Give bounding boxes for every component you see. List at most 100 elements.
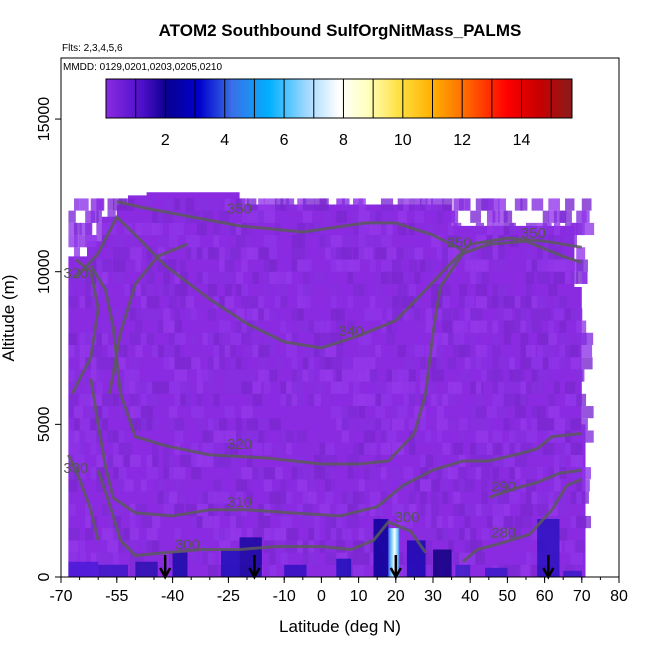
field-cell bbox=[464, 357, 475, 370]
field-cell bbox=[174, 393, 182, 407]
field-cell bbox=[369, 467, 377, 480]
field-cell bbox=[419, 418, 427, 431]
field-cell bbox=[101, 320, 114, 333]
field-cell bbox=[380, 393, 392, 407]
field-cell bbox=[464, 528, 473, 541]
field-cell bbox=[85, 222, 93, 236]
field-cell bbox=[124, 283, 132, 297]
field-cell bbox=[537, 479, 549, 492]
field-cell bbox=[118, 381, 129, 394]
field-cell bbox=[230, 467, 242, 480]
field-cell bbox=[90, 271, 101, 284]
field-cell bbox=[336, 344, 343, 358]
field-cell bbox=[286, 430, 295, 443]
field-cell bbox=[375, 235, 384, 248]
field-cell bbox=[68, 393, 79, 407]
field-cell bbox=[235, 491, 244, 504]
field-cell bbox=[319, 442, 328, 455]
field-cell bbox=[140, 515, 153, 529]
field-cell bbox=[319, 198, 329, 211]
field-cell bbox=[68, 479, 78, 492]
field-cell bbox=[247, 418, 258, 431]
field-cell bbox=[553, 369, 565, 382]
field-cell bbox=[330, 308, 340, 321]
field-cell bbox=[74, 369, 86, 382]
field-cell bbox=[492, 357, 501, 370]
field-cell bbox=[152, 442, 159, 455]
field-cell bbox=[297, 503, 305, 516]
field-cell bbox=[475, 442, 488, 455]
field-cell bbox=[146, 467, 159, 480]
contour-line bbox=[107, 242, 189, 395]
field-cell bbox=[503, 418, 515, 431]
field-cell bbox=[129, 503, 139, 516]
field-cell bbox=[325, 491, 334, 504]
field-cell bbox=[101, 357, 115, 370]
field-cell bbox=[241, 467, 253, 480]
field-cell bbox=[113, 259, 126, 272]
field-cell bbox=[425, 198, 433, 211]
field-cell bbox=[213, 259, 223, 272]
field-cell bbox=[553, 222, 561, 236]
field-cell bbox=[286, 393, 294, 407]
field-cell bbox=[408, 491, 416, 504]
field-cell bbox=[180, 296, 190, 309]
field-cell bbox=[520, 198, 528, 211]
field-cell bbox=[470, 418, 482, 431]
field-cell bbox=[297, 235, 306, 248]
field-cell bbox=[196, 393, 208, 407]
field-cell bbox=[403, 467, 413, 480]
field-cell bbox=[129, 564, 138, 577]
field-cell bbox=[196, 369, 203, 382]
field-cell bbox=[235, 418, 243, 431]
field-cell bbox=[509, 528, 521, 541]
field-cell bbox=[258, 491, 268, 504]
field-cell bbox=[140, 430, 153, 443]
field-cell bbox=[503, 515, 514, 529]
field-cell bbox=[503, 503, 511, 516]
field-cell bbox=[291, 357, 302, 370]
field-cell bbox=[548, 283, 558, 297]
field-cell bbox=[274, 198, 284, 211]
field-cell bbox=[113, 515, 122, 529]
field-cell bbox=[475, 259, 486, 272]
field-cell bbox=[258, 515, 271, 529]
field-cell bbox=[196, 283, 205, 297]
field-cell bbox=[380, 235, 392, 248]
field-cell bbox=[168, 235, 178, 248]
field-cell bbox=[419, 369, 430, 382]
field-cell bbox=[431, 393, 440, 407]
field-cell bbox=[297, 198, 307, 211]
field-cell bbox=[442, 296, 450, 309]
field-cell bbox=[486, 210, 496, 223]
field-cell bbox=[375, 271, 382, 284]
field-cell bbox=[565, 271, 574, 284]
field-cell bbox=[107, 442, 116, 455]
field-cell bbox=[235, 283, 246, 297]
field-cell bbox=[447, 540, 455, 553]
field-cell bbox=[581, 430, 594, 443]
field-cell bbox=[453, 381, 462, 394]
field-cell bbox=[531, 222, 538, 236]
field-cell bbox=[107, 210, 116, 223]
field-cell bbox=[68, 235, 78, 248]
field-cell bbox=[68, 283, 78, 297]
field-cell bbox=[140, 528, 148, 541]
field-cell bbox=[464, 479, 475, 492]
field-cell bbox=[503, 454, 515, 468]
field-cell bbox=[107, 393, 116, 407]
field-cell bbox=[85, 528, 94, 541]
field-cell bbox=[101, 344, 113, 358]
contour-label: 330 bbox=[63, 460, 88, 477]
field-cell bbox=[403, 308, 413, 321]
field-cell bbox=[263, 381, 271, 394]
field-cell bbox=[336, 210, 347, 223]
field-cell bbox=[247, 344, 254, 358]
field-cell bbox=[202, 247, 209, 260]
field-cell bbox=[313, 418, 327, 431]
field-cell bbox=[548, 332, 557, 345]
field-cell bbox=[207, 332, 218, 345]
field-cell bbox=[302, 491, 310, 504]
field-cell bbox=[481, 479, 489, 492]
field-cell bbox=[353, 564, 365, 577]
